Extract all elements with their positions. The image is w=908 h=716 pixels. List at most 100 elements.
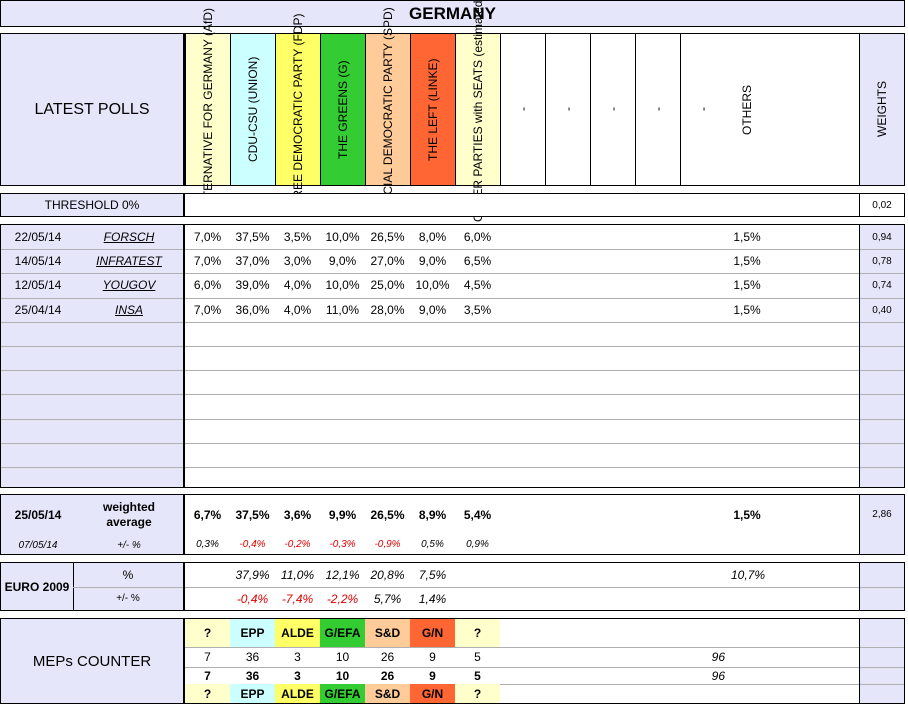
mep-group-bottom: ? [185,684,230,703]
euro-others: 10,7% [730,568,765,582]
meps-weight-panel [859,618,905,704]
weighted-date: 25/05/14 [14,508,62,522]
poll-value: 7,0% [193,303,222,317]
title-bar: GERMANY [0,0,905,27]
mep-group-bottom: S&D [365,684,410,703]
euro-left-panel: EURO 2009 % +/- % [0,562,184,611]
poll-value: 3,5% [463,303,492,317]
mep-group-top: ? [455,619,500,647]
poll-weight: 0,78 [872,255,892,267]
poll-value: 3,0% [283,254,312,268]
threshold-value-cell [184,193,860,217]
party-header-6: OTHER PARTIES with SEATS (estimated) [455,0,500,222]
poll-value: 10,0% [325,230,360,244]
euro-diff [455,587,500,610]
weighted-weight: 2,86 [872,508,892,520]
mep-group-bottom: ? [455,684,500,703]
euro-diff: 1,4% [418,591,447,606]
poll-value: 9,0% [418,254,447,268]
meps-values-panel: ? 7 7? EPP 36 36 EPP ALDE 3 3 ALDE G/EFA 10 10 G/EFA S&… [184,618,860,704]
pollster-link[interactable]: FORSCH [103,230,155,244]
pollster-link[interactable]: YOUGOV [102,278,156,292]
mep-count: 7 [204,650,211,664]
mep-group-top: G/N [410,619,455,647]
pollster-link[interactable]: INFRATEST [96,254,162,268]
euro-diff: 5,7% [373,591,402,606]
pollster-link[interactable]: INSA [114,303,143,317]
euro-diff-label: +/- % [116,593,140,604]
party-header-11: - [680,34,725,185]
weighted-value: 26,5% [370,508,405,522]
mep-count: 3 [294,650,301,664]
meps-label: MEPs COUNTER [32,652,152,670]
poll-value: 28,0% [370,303,405,317]
party-header-10: - [635,34,680,185]
euro-value [455,563,500,587]
weighted-label: weighted average [79,495,179,535]
weighted-change: 0,3% [196,539,219,550]
meps-left-panel: MEPs COUNTER [0,618,184,704]
party-header-7: - [500,34,545,185]
mep-count-bold: 9 [429,668,436,683]
mep-group-bottom: G/N [410,684,455,703]
poll-value: 11,0% [325,303,360,317]
latest-polls-label: LATEST POLLS [34,100,150,118]
weighted-value: 9,9% [328,508,357,522]
mep-count-bold: 3 [294,668,301,683]
poll-value: 26,5% [370,230,405,244]
euro-weight-panel [859,562,905,611]
euro-pct-label: % [122,568,134,582]
party-header-9: - [590,34,635,185]
weighted-change: -0,2% [284,539,311,550]
weighted-value: 6,7% [193,508,222,522]
party-header-4: SOCIAL DEMOCRATIC PARTY (SPD) [365,7,410,212]
mep-group-bottom: EPP [230,684,275,703]
poll-date: 22/05/14 [14,230,62,244]
euro-value: 37,9% [235,568,270,582]
weighted-value: 3,6% [283,508,312,522]
poll-date: 12/05/14 [14,278,62,292]
poll-value: 6,0% [463,230,492,244]
mep-count-bold: 5 [474,668,481,683]
party-header-2: FREE DEMOCRATIC PARTY (FDP) [275,13,320,206]
mep-count: 5 [474,650,481,664]
mep-group-top: S&D [365,619,410,647]
poll-value: 4,5% [463,278,492,292]
weighted-change: -0,9% [374,539,401,550]
poll-value: 3,5% [283,230,312,244]
euro-diff [185,587,230,610]
poll-value: 9,0% [418,303,447,317]
others-header: OTHERS [740,84,754,135]
party-header-1: CDU-CSU (UNION) [230,34,275,185]
threshold-weight-cell: 0,02 [859,193,905,217]
poll-value: 37,0% [235,254,270,268]
poll-value: 37,5% [235,230,270,244]
weighted-label-text: weighted average [102,500,155,529]
weighted-change: -0,3% [329,539,356,550]
euro-diff: -0,4% [236,591,269,606]
euro-value: 7,5% [418,568,447,582]
mep-count-bold: 10 [335,668,350,683]
poll-value: 8,0% [418,230,447,244]
poll-value: 4,0% [283,303,312,317]
party-header-row: ALTERNATIVE FOR GERMANY (AfD) CDU-CSU (UN… [184,0,860,222]
weighted-value: 5,4% [463,508,492,522]
euro-value: 12,1% [325,568,360,582]
weighted-change: 0,5% [421,539,444,550]
polls-weights-panel: 0,94 0,78 0,74 0,40 [859,224,905,488]
party-header-5: THE LEFT (LINKE) [410,34,455,185]
euro-label: EURO 2009 [4,579,70,594]
poll-others: 1,5% [733,303,761,317]
mep-count-bold: 26 [380,668,395,683]
weighted-change: 0,9% [466,539,489,550]
mep-count: 9 [429,650,436,664]
euro-values-panel: 37,9% 11,0% 12,1% 20,8% 7,5% 10,7% -0,4% -7,4% -… [184,562,860,611]
poll-others: 1,5% [733,254,761,268]
poll-weight: 0,74 [872,279,892,291]
poll-value: 36,0% [235,303,270,317]
mep-group-bottom: ALDE [275,684,320,703]
weights-header: WEIGHTS [859,33,905,186]
euro-value [185,563,230,587]
mep-count-bold: 36 [245,668,260,683]
mep-count: 10 [335,650,350,664]
